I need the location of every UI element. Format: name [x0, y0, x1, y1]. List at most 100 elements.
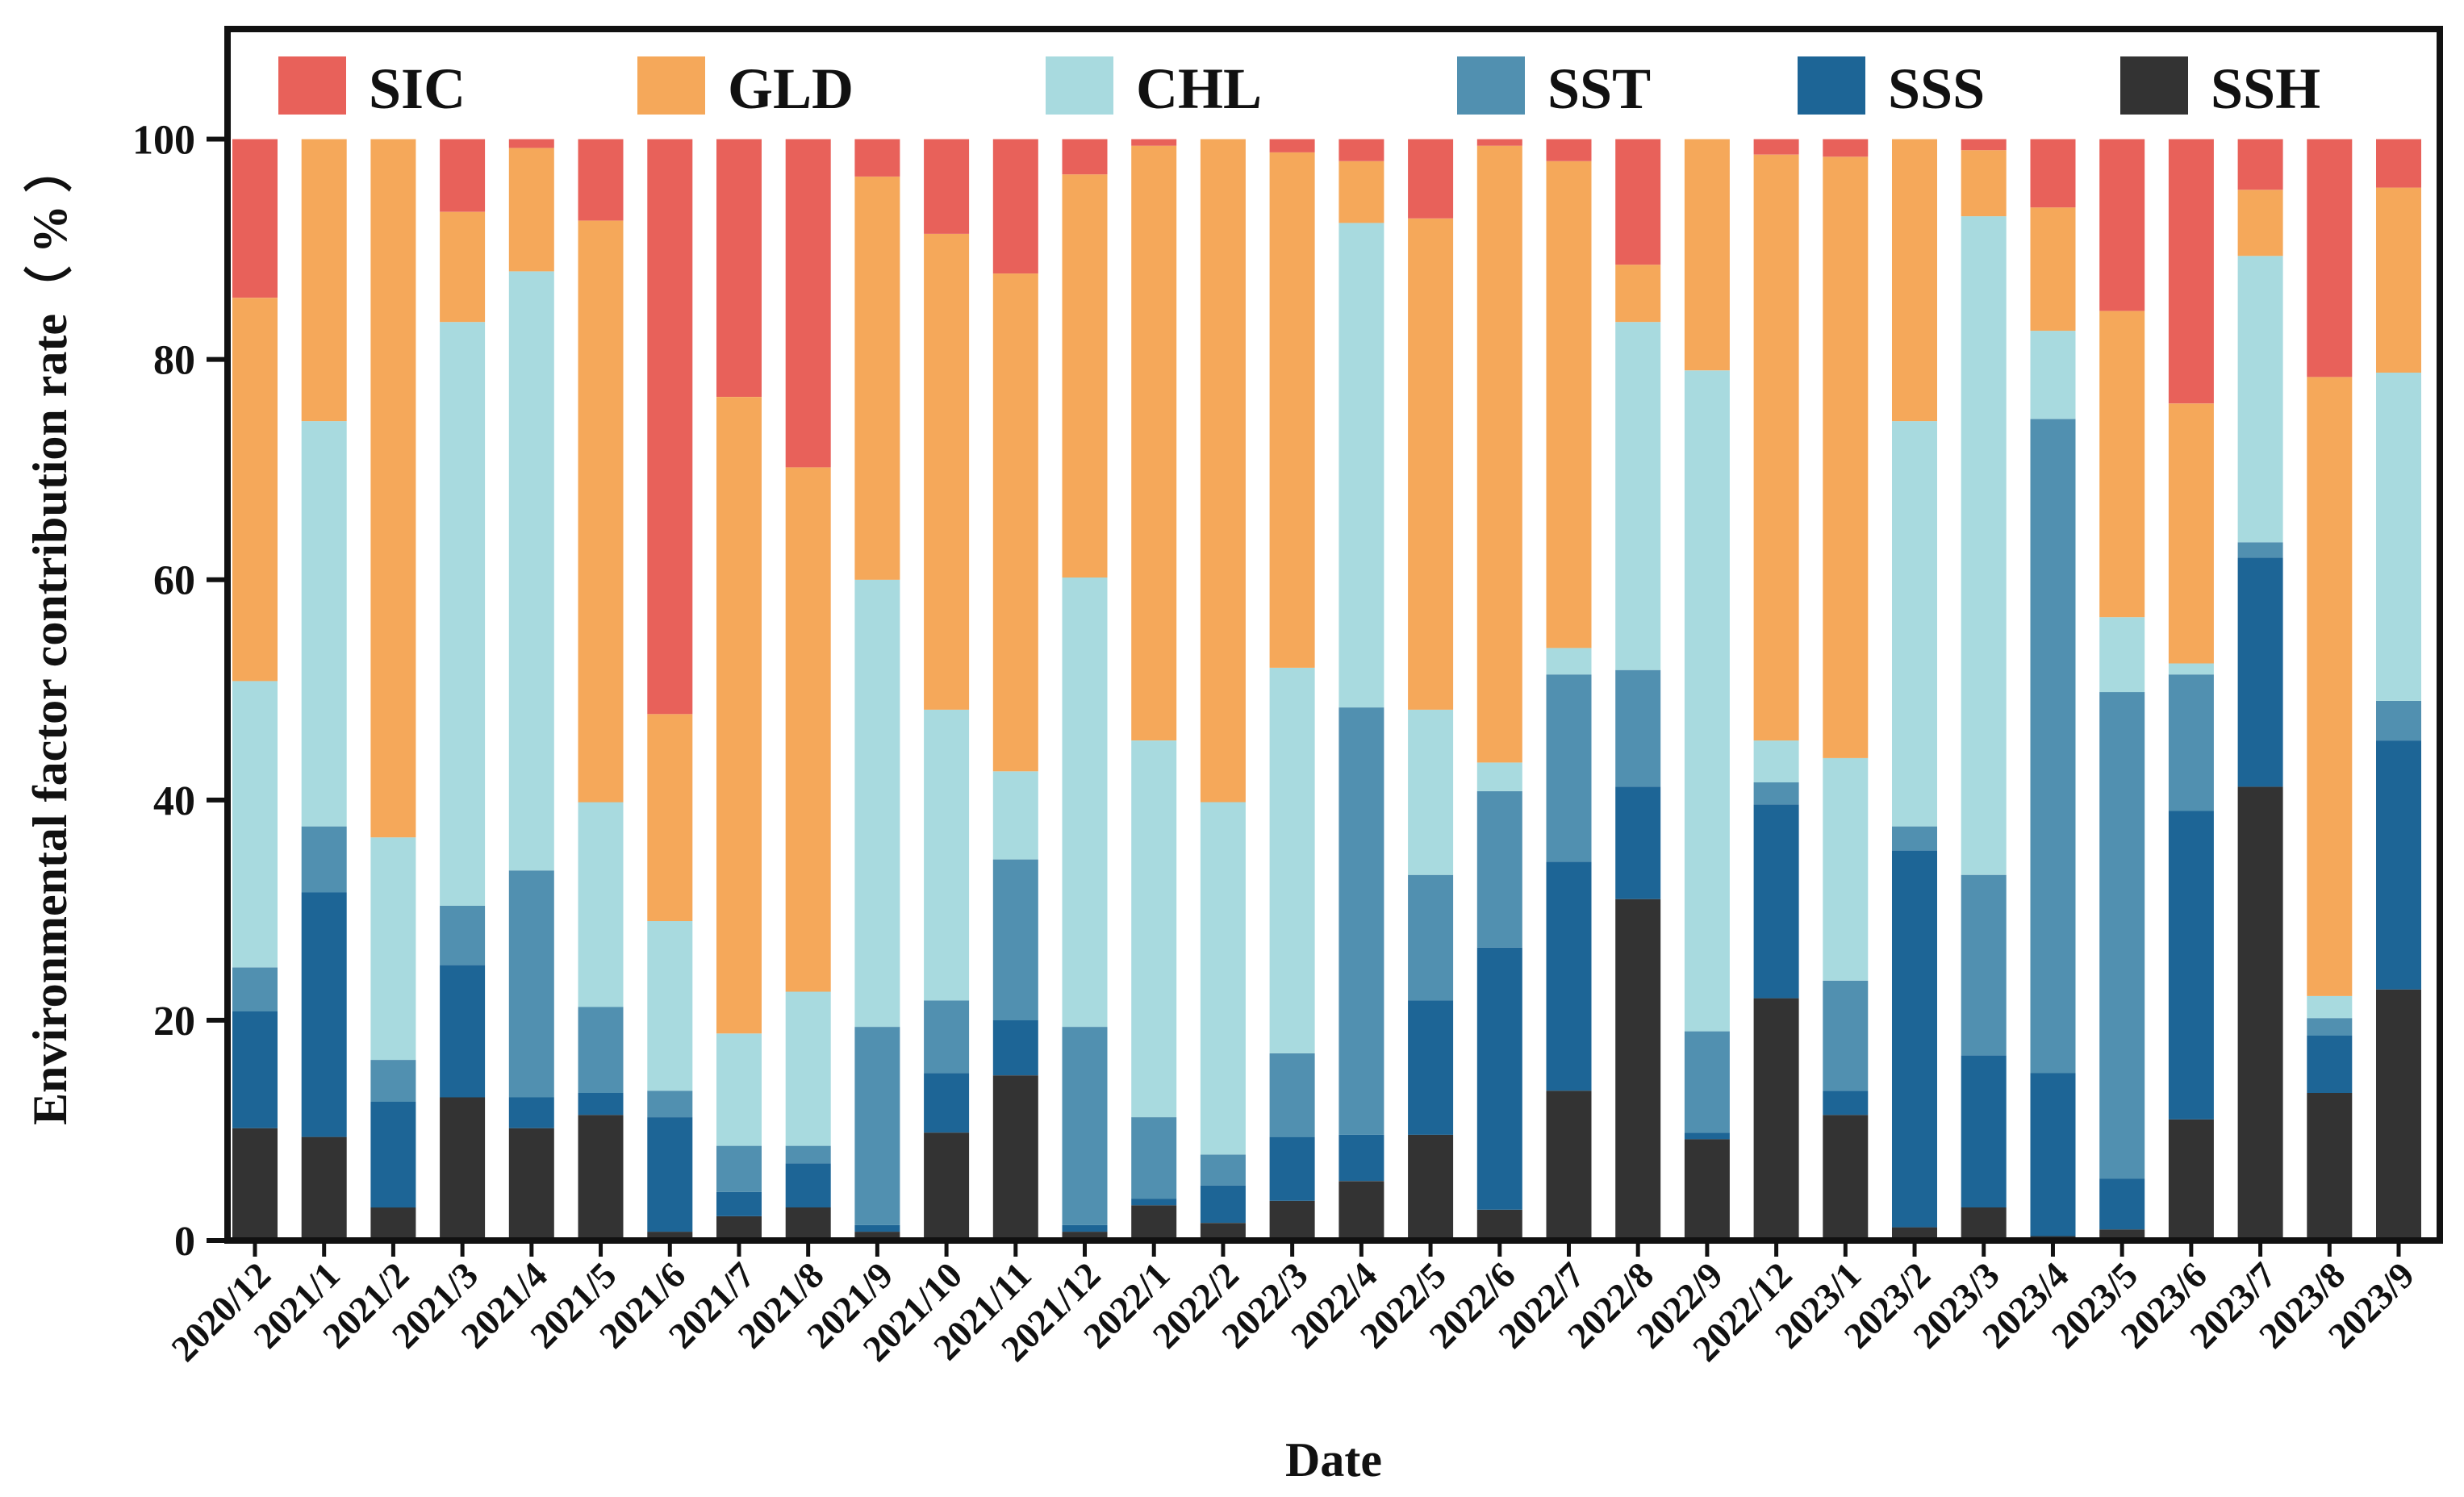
- bar-sic-2023-5: [2099, 139, 2145, 311]
- bar-sic-2022-6: [1476, 139, 1522, 146]
- bar-sic-2023-4: [2030, 139, 2076, 208]
- bar-ssh-2023-7: [2237, 786, 2283, 1241]
- bar-gld-2022-6: [1476, 145, 1522, 763]
- bar-sst-2023-8: [2307, 1018, 2353, 1036]
- x-axis: 2020/122021/12021/22021/32021/42021/5202…: [163, 1241, 2422, 1370]
- bar-sss-2022-9: [1684, 1132, 1730, 1140]
- bar-gld-2021-9: [854, 177, 900, 580]
- legend-swatch-gld: [637, 56, 705, 115]
- bar-chl-2021-3: [440, 322, 486, 906]
- bar-sss-2022-7: [1546, 861, 1592, 1091]
- bar-sst-2021-6: [647, 1090, 693, 1118]
- bar-sst-2023-9: [2376, 700, 2421, 741]
- y-tick-label: 80: [153, 338, 195, 384]
- bar-ssh-2020-12: [232, 1128, 278, 1241]
- bar-sss-2021-4: [508, 1097, 554, 1128]
- bar-sic-2022-4: [1338, 139, 1384, 161]
- bar-sst-2022-5: [1408, 874, 1454, 1001]
- legend-swatch-sst: [1457, 56, 1525, 115]
- bar-chl-2023-6: [2168, 663, 2214, 675]
- bar-ssh-2021-6: [647, 1232, 693, 1241]
- bar-ssh-2021-2: [370, 1207, 416, 1241]
- legend-swatch-ssh: [2120, 56, 2188, 115]
- legend-label-ssh: SSH: [2211, 56, 2320, 121]
- bar-sss-2022-6: [1476, 947, 1522, 1210]
- bar-chl-2021-1: [301, 421, 347, 827]
- bar-gld-2021-7: [716, 397, 762, 1034]
- legend-label-chl: CHL: [1136, 56, 1262, 121]
- bar-sic-2021-10: [924, 139, 970, 234]
- legend-label-gld: GLD: [728, 56, 854, 121]
- bar-gld-2022-3: [1269, 152, 1315, 668]
- bar-sic-2023-3: [1961, 139, 2007, 151]
- y-tick-label: 0: [174, 1219, 195, 1265]
- bar-ssh-2021-7: [716, 1216, 762, 1241]
- bar-sic-2021-8: [785, 139, 831, 468]
- bar-gld-2021-1: [301, 139, 347, 422]
- bar-gld-2021-3: [440, 211, 486, 323]
- bar-sss-2021-10: [924, 1073, 970, 1133]
- bar-chl-2023-7: [2237, 256, 2283, 543]
- bar-chl-2023-9: [2376, 373, 2421, 701]
- bar-ssh-2022-4: [1338, 1181, 1384, 1241]
- bar-chl-2023-4: [2030, 331, 2076, 419]
- bar-sic-2023-8: [2307, 139, 2353, 377]
- bar-chl-2021-4: [508, 271, 554, 871]
- bar-chl-2021-9: [854, 579, 900, 1028]
- bar-sss-2021-3: [440, 965, 486, 1098]
- bar-gld-2022-1: [1131, 145, 1177, 740]
- bar-gld-2023-8: [2307, 377, 2353, 996]
- bar-sss-2023-3: [1961, 1055, 2007, 1207]
- bar-ssh-2023-1: [1823, 1115, 1869, 1241]
- legend-swatch-sic: [278, 56, 346, 115]
- bar-sic-2023-7: [2237, 139, 2283, 190]
- bar-sst-2020-12: [232, 967, 278, 1011]
- bar-chl-2022-3: [1269, 668, 1315, 1053]
- bar-sst-2023-4: [2030, 419, 2076, 1074]
- bar-sss-2023-7: [2237, 557, 2283, 787]
- bar-ssh-2021-10: [924, 1132, 970, 1241]
- bar-sic-2022-12: [1753, 139, 1799, 155]
- bar-sss-2022-5: [1408, 1000, 1454, 1135]
- bar-sst-2023-1: [1823, 980, 1869, 1091]
- bar-sic-2022-7: [1546, 139, 1592, 161]
- bar-ssh-2023-8: [2307, 1093, 2353, 1241]
- bar-sss-2021-11: [992, 1020, 1038, 1076]
- bar-sss-2021-6: [647, 1117, 693, 1232]
- legend-label-sst: SST: [1547, 56, 1651, 121]
- bar-sic-2022-1: [1131, 139, 1177, 146]
- bar-chl-2023-2: [1892, 421, 1937, 827]
- bar-sic-2021-5: [578, 139, 624, 221]
- bar-chl-2023-1: [1823, 757, 1869, 981]
- bar-sss-2023-8: [2307, 1036, 2353, 1093]
- bar-sic-2022-5: [1408, 139, 1454, 219]
- bar-gld-2023-3: [1961, 150, 2007, 217]
- legend-label-sss: SSS: [1888, 56, 1985, 121]
- bar-sst-2023-3: [1961, 874, 2007, 1056]
- y-tick-label: 20: [153, 999, 195, 1045]
- bar-sss-2023-2: [1892, 850, 1937, 1228]
- bar-sss-2021-8: [785, 1163, 831, 1207]
- bar-sss-2023-5: [2099, 1178, 2145, 1230]
- bar-chl-2021-12: [1062, 578, 1108, 1028]
- bar-chl-2021-2: [370, 837, 416, 1060]
- bar-sss-2023-6: [2168, 811, 2214, 1120]
- bar-sst-2021-7: [716, 1145, 762, 1192]
- bar-ssh-2023-2: [1892, 1227, 1937, 1241]
- bar-ssh-2022-6: [1476, 1209, 1522, 1241]
- plot-frame: [224, 26, 2443, 1244]
- bar-sst-2022-3: [1269, 1053, 1315, 1137]
- bar-sst-2022-8: [1615, 669, 1661, 787]
- bar-ssh-2022-7: [1546, 1090, 1592, 1241]
- bar-gld-2023-5: [2099, 311, 2145, 618]
- bar-chl-2021-10: [924, 709, 970, 1001]
- bar-sic-2022-3: [1269, 139, 1315, 152]
- bar-chl-2023-8: [2307, 995, 2353, 1019]
- y-axis-title: Environmental factor contribution rate（ …: [23, 144, 77, 1125]
- bar-gld-2021-8: [785, 467, 831, 992]
- bar-sst-2022-12: [1753, 782, 1799, 805]
- bar-sic-2023-9: [2376, 139, 2421, 188]
- bar-sic-2021-4: [508, 139, 554, 148]
- bar-gld-2022-12: [1753, 154, 1799, 741]
- y-tick-label: 100: [132, 118, 195, 164]
